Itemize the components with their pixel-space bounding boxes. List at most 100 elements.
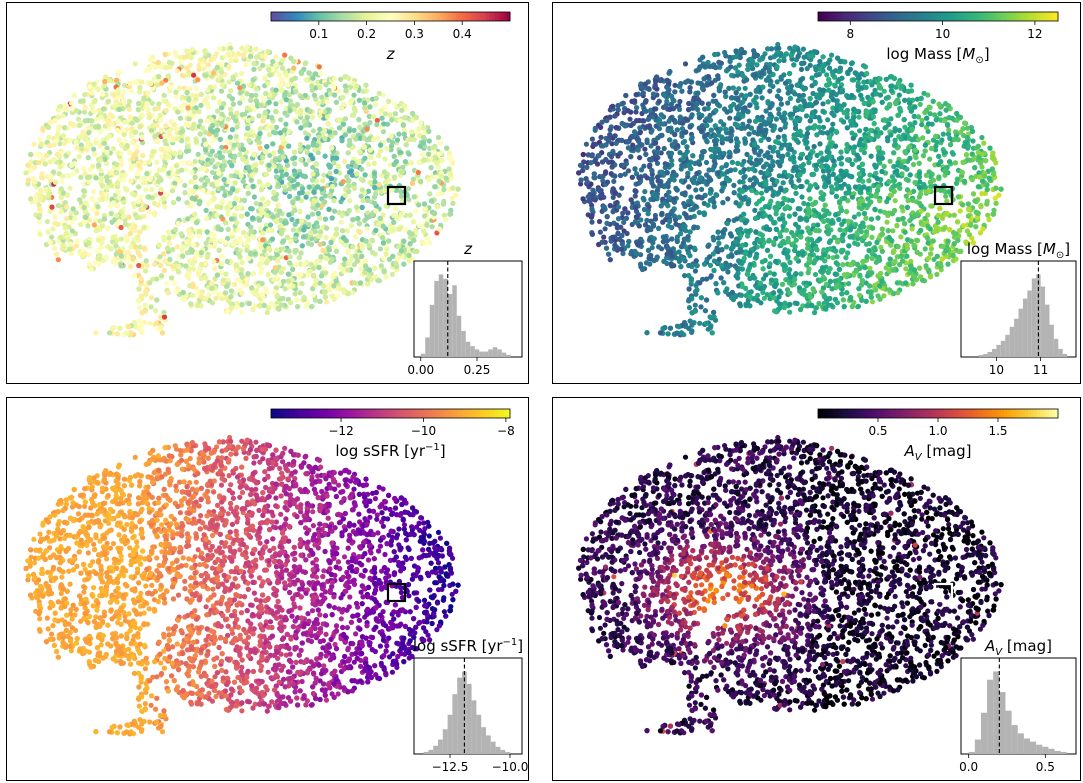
data-point xyxy=(121,177,127,183)
data-point xyxy=(235,80,241,86)
data-point xyxy=(331,76,337,82)
data-point xyxy=(159,127,165,133)
data-point xyxy=(325,121,331,127)
data-point xyxy=(130,156,136,162)
data-point xyxy=(49,204,55,210)
data-point xyxy=(253,200,259,206)
data-point xyxy=(108,169,114,175)
data-point xyxy=(312,71,318,77)
data-point xyxy=(387,229,393,235)
data-point xyxy=(75,116,82,122)
data-point xyxy=(270,214,276,220)
data-point xyxy=(98,168,104,174)
data-point xyxy=(320,247,326,254)
data-point xyxy=(414,248,420,254)
data-point xyxy=(294,102,301,108)
data-point xyxy=(25,177,32,183)
data-point xyxy=(362,105,368,111)
data-point xyxy=(66,172,72,179)
data-point xyxy=(265,49,271,55)
data-point xyxy=(360,88,366,94)
data-point xyxy=(93,139,99,145)
data-point xyxy=(167,256,173,262)
data-point xyxy=(143,289,149,295)
data-point xyxy=(139,134,145,141)
data-point xyxy=(204,118,210,124)
data-point xyxy=(174,136,181,142)
data-point xyxy=(316,264,322,271)
data-point xyxy=(278,223,284,229)
data-point xyxy=(372,200,378,206)
data-point xyxy=(353,253,359,259)
data-point xyxy=(378,263,384,269)
data-point xyxy=(264,212,270,218)
data-point xyxy=(191,109,197,115)
data-point xyxy=(211,56,217,62)
data-point xyxy=(137,124,143,130)
data-point xyxy=(386,98,392,104)
data-point xyxy=(327,193,333,199)
data-point xyxy=(212,266,218,272)
data-point xyxy=(324,225,330,231)
data-point xyxy=(205,201,211,207)
data-point xyxy=(250,183,256,190)
data-point xyxy=(104,149,110,155)
data-point xyxy=(356,117,362,123)
data-point xyxy=(37,136,43,142)
data-point xyxy=(109,326,115,332)
data-point xyxy=(426,177,432,183)
data-point xyxy=(91,222,97,228)
data-point xyxy=(170,247,176,253)
data-point xyxy=(218,88,225,94)
data-point xyxy=(118,224,124,231)
data-point xyxy=(215,161,221,167)
data-point xyxy=(195,271,202,277)
data-point xyxy=(344,228,350,234)
data-point xyxy=(126,324,132,330)
data-point xyxy=(435,134,442,141)
data-point xyxy=(450,200,456,206)
data-point xyxy=(377,246,383,252)
data-point xyxy=(301,294,307,301)
data-point xyxy=(357,124,363,130)
data-point xyxy=(128,178,134,184)
data-point xyxy=(198,91,204,97)
data-point xyxy=(229,216,235,222)
data-point xyxy=(219,111,225,117)
data-point xyxy=(127,81,133,87)
data-point xyxy=(239,70,245,77)
data-point xyxy=(78,174,84,180)
data-point xyxy=(230,101,236,107)
data-point xyxy=(359,187,365,193)
data-point xyxy=(426,138,432,144)
data-point xyxy=(340,228,346,234)
data-point xyxy=(210,122,216,129)
data-point xyxy=(77,197,83,203)
data-point xyxy=(280,57,286,63)
data-point xyxy=(383,251,389,257)
data-point xyxy=(273,101,279,107)
data-point xyxy=(118,253,124,259)
data-point xyxy=(199,289,205,295)
data-point xyxy=(329,215,335,221)
data-point xyxy=(95,86,101,92)
data-point xyxy=(95,124,101,130)
data-point xyxy=(181,296,187,303)
data-point xyxy=(324,114,330,120)
data-point xyxy=(186,160,192,166)
data-point xyxy=(136,184,142,190)
data-point xyxy=(110,145,117,152)
data-point xyxy=(111,200,117,206)
data-point xyxy=(104,178,110,184)
data-point xyxy=(248,177,254,183)
data-point xyxy=(234,124,240,130)
data-point xyxy=(228,294,234,300)
data-point xyxy=(384,145,390,152)
data-point xyxy=(260,118,266,124)
data-point xyxy=(380,235,386,241)
data-point xyxy=(128,330,134,336)
data-point xyxy=(305,144,311,150)
data-point xyxy=(101,216,107,222)
data-point xyxy=(447,211,453,217)
data-point xyxy=(196,201,202,207)
